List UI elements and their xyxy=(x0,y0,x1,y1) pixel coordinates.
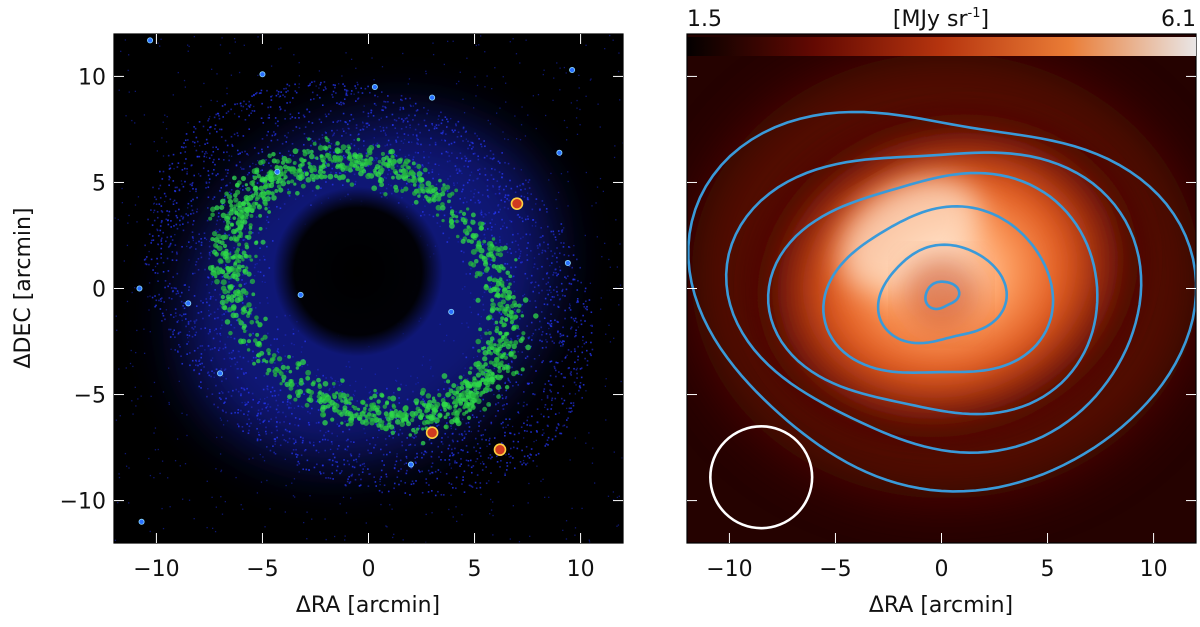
star xyxy=(274,168,281,175)
left-x-axis-label: ΔRA [arcmin] xyxy=(296,593,440,618)
star xyxy=(297,291,304,298)
y-tick-label: 5 xyxy=(92,171,106,196)
contour-line xyxy=(766,171,1099,416)
contour-line xyxy=(924,280,961,311)
star xyxy=(147,37,154,44)
intensity-contours xyxy=(687,110,1196,493)
star xyxy=(564,260,571,267)
x-tick-label: 10 xyxy=(1140,557,1168,582)
x-tick-label: −5 xyxy=(246,557,278,582)
nebula-bright-ring xyxy=(207,136,539,446)
x-tick-label: 10 xyxy=(567,557,595,582)
star xyxy=(569,67,576,74)
contour-line xyxy=(822,204,1055,375)
x-tick-label: −5 xyxy=(819,557,851,582)
field-stars xyxy=(136,37,576,525)
x-tick-label: 5 xyxy=(1041,557,1055,582)
left-y-axis-label: ΔDEC [arcmin] xyxy=(11,207,36,368)
contour-line xyxy=(724,151,1143,455)
colorbar-min-label: 1.5 xyxy=(687,7,722,32)
optical-image-panel: −10 −5 0 5 10 −10 −5 0 5 10 ΔRA [arcmin] ΔDEC [ar… xyxy=(11,33,624,618)
star xyxy=(407,461,414,468)
star xyxy=(138,518,145,525)
y-tick-label: −5 xyxy=(74,384,106,409)
contour-line xyxy=(687,110,1196,493)
x-tick-label: 0 xyxy=(362,557,376,582)
star xyxy=(429,94,436,101)
central-depression xyxy=(903,256,980,334)
x-tick-label: 0 xyxy=(935,557,949,582)
nebula-inner-cavity xyxy=(273,186,443,357)
y-tick-label: 0 xyxy=(92,278,106,303)
star xyxy=(371,84,378,91)
x-tick-label: 5 xyxy=(468,557,482,582)
colorbar-max-label: 6.1 xyxy=(1161,7,1196,32)
colorbar-unit-close: ] xyxy=(980,7,989,32)
colorbar-unit-exponent: -1 xyxy=(968,6,981,21)
y-tick-label: 10 xyxy=(78,65,106,90)
star xyxy=(556,149,563,156)
far-infrared-map-panel: −10 −5 0 5 10 ΔRA [arcmin] 1.5 6.1 [MJy sr-1… xyxy=(686,6,1197,618)
star xyxy=(185,300,192,307)
right-x-axis-label: ΔRA [arcmin] xyxy=(869,593,1013,618)
star xyxy=(448,308,455,315)
x-tick-label: −10 xyxy=(706,557,752,582)
contour-line xyxy=(876,243,1009,345)
beam-size-circle xyxy=(709,425,814,530)
colorbar xyxy=(687,37,1196,56)
x-tick-label: −10 xyxy=(133,557,179,582)
star xyxy=(425,426,439,440)
star xyxy=(217,370,224,377)
colorbar-unit-label: [MJy sr-1] xyxy=(893,6,989,32)
star xyxy=(510,197,524,210)
star xyxy=(136,285,143,292)
y-tick-label: −10 xyxy=(60,490,106,515)
star xyxy=(493,443,507,456)
star xyxy=(259,71,266,78)
colorbar-unit-base: [MJy sr xyxy=(893,7,969,32)
